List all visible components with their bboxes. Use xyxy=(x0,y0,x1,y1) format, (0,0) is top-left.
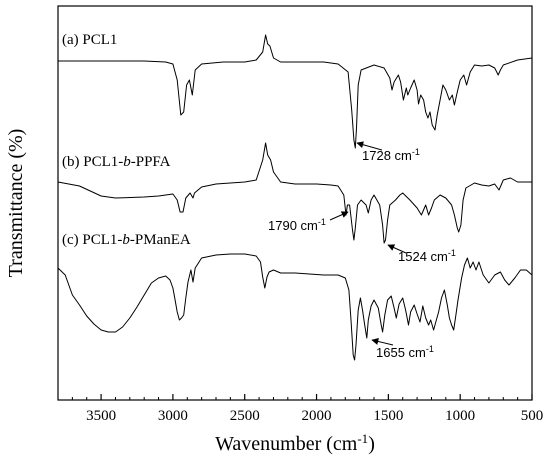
y-axis-label: Transmittance (%) xyxy=(5,129,27,278)
spectrum-line-c xyxy=(57,253,533,361)
peak-annotation-label: 1728 cm-1 xyxy=(362,147,420,163)
series-label-a: (a) PCL1 xyxy=(62,32,117,48)
x-tick-label: 3500 xyxy=(86,408,116,424)
peak-annotation-label: 1790 cm-1 xyxy=(268,217,326,233)
x-tick-label: 2000 xyxy=(302,408,332,424)
series-label-b: (b) PCL1-b-PPFA xyxy=(62,154,171,170)
x-tick-label: 1000 xyxy=(445,408,475,424)
annotation-arrow xyxy=(329,211,349,221)
x-tick-label: 500 xyxy=(521,408,544,424)
spectra xyxy=(57,34,533,361)
series-label-c: (c) PCL1-b-PManEA xyxy=(62,232,191,248)
peak-annotations: 1728 cm-1 1790 cm-1 1524 cm-1 1655 cm-1 xyxy=(268,141,456,360)
x-tick-label: 3000 xyxy=(158,408,188,424)
series-labels: (a) PCL1 (b) PCL1-b-PPFA (c) PCL1-b-PManEA xyxy=(62,32,191,248)
x-axis-label: Wavenumber (cm-1) xyxy=(215,431,375,456)
annotation-arrow xyxy=(371,338,394,346)
spectrum-line-a xyxy=(58,34,533,149)
x-tick-label: 1500 xyxy=(373,408,403,424)
peak-annotation-label: 1524 cm-1 xyxy=(398,248,456,264)
spectrum-line-b xyxy=(57,142,532,244)
x-axis-ticks: 3500 3000 2500 2000 1500 1000 500 xyxy=(57,394,544,424)
x-tick-label: 2500 xyxy=(230,408,260,424)
peak-annotation-label: 1655 cm-1 xyxy=(376,344,434,360)
annotation-arrow xyxy=(356,141,383,151)
plot-frame xyxy=(57,5,533,401)
annotation-arrow xyxy=(387,244,407,254)
